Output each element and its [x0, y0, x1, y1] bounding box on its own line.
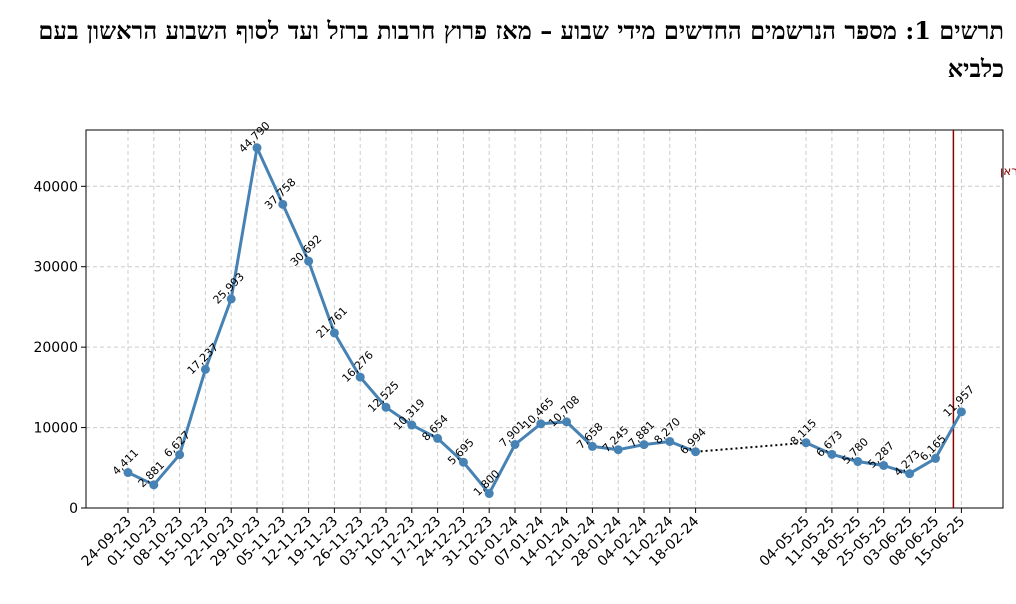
- gap-connector-line: [695, 441, 807, 453]
- data-point: [691, 447, 701, 457]
- y-tick-label: 0: [69, 501, 78, 517]
- data-point: [484, 489, 494, 499]
- y-tick-label: 20000: [33, 340, 78, 356]
- data-point: [879, 460, 889, 470]
- data-point: [827, 449, 837, 459]
- data-point: [536, 419, 546, 429]
- data-point: [905, 469, 915, 479]
- y-tick-label: 30000: [33, 260, 78, 276]
- data-point: [252, 143, 262, 153]
- data-point: [278, 199, 288, 209]
- data-point: [931, 453, 940, 463]
- data-label-layer: 4,4112,8816,62717,23725,99344,79037,7583…: [110, 119, 977, 499]
- data-point: [956, 407, 966, 417]
- annotation-layer: פעולת מנע באיראן: [952, 130, 1016, 508]
- data-point: [304, 256, 314, 266]
- data-point: [562, 417, 572, 427]
- data-point: [510, 439, 520, 449]
- data-point: [149, 480, 159, 490]
- data-point: [853, 457, 863, 467]
- data-point: [458, 457, 468, 467]
- y-tick-label: 40000: [33, 179, 78, 195]
- data-point: [329, 328, 339, 338]
- data-point: [801, 438, 811, 448]
- data-point: [175, 450, 185, 460]
- y-tick-label: 10000: [33, 421, 78, 437]
- event-marker-label: פעולת מנע באיראן: [1000, 164, 1016, 178]
- data-point: [587, 441, 597, 451]
- data-point: [381, 402, 391, 412]
- data-point: [433, 433, 443, 443]
- data-point: [355, 372, 365, 382]
- data-point: [123, 468, 133, 478]
- data-point: [639, 440, 649, 450]
- data-point: [200, 364, 210, 374]
- data-point: [613, 445, 623, 455]
- plot-frame: [85, 129, 1004, 509]
- chart-title: תרשים 1: מספר הנרשמים החדשים מידי שבוע –…: [38, 16, 1004, 83]
- series-layer: [123, 143, 966, 499]
- data-point: [665, 436, 675, 446]
- data-point: [407, 420, 417, 430]
- axes-layer: 01000020000300004000024-09-2301-10-2308-…: [33, 129, 1004, 570]
- data-point: [226, 294, 236, 304]
